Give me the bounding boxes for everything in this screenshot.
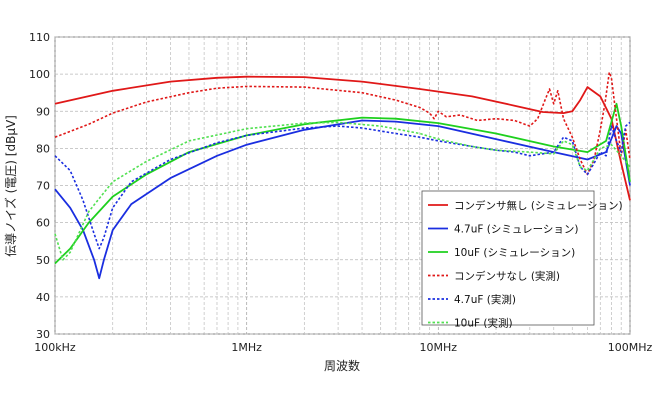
legend-label: 10uF (実測) <box>454 317 513 330</box>
series-line-1 <box>54 119 631 280</box>
legend-label: 4.7uF (実測) <box>454 293 516 306</box>
y-tick-label: 80 <box>36 142 50 155</box>
y-axis-label: 伝導ノイズ (電圧) [dBµV] <box>3 115 18 257</box>
series-line-4 <box>54 121 631 250</box>
series-line-5 <box>54 121 631 261</box>
y-tick-label: 90 <box>36 105 50 118</box>
series-line-2 <box>54 102 631 265</box>
x-axis-label: 周波数 <box>324 358 360 373</box>
legend-label: コンデンサ無し (シミュレーション) <box>454 199 623 212</box>
legend-label: 4.7uF (シミュレーション) <box>454 224 579 236</box>
series-lines <box>54 71 631 280</box>
series-line-3 <box>54 71 631 176</box>
y-tick-label: 70 <box>36 180 50 193</box>
y-tick-label: 60 <box>36 217 50 230</box>
y-tick-label: 40 <box>36 291 50 304</box>
x-tick-label: 100MHz <box>608 341 653 354</box>
x-tick-label: 100kHz <box>34 341 76 354</box>
legend-label: コンデンサなし (実測) <box>454 270 560 283</box>
y-tick-label: 30 <box>36 328 50 341</box>
legend: コンデンサ無し (シミュレーション) 4.7uF (シミュレーション) 10uF (… <box>421 190 623 330</box>
legend-box <box>421 190 595 326</box>
legend-label: 10uF (シミュレーション) <box>454 247 575 259</box>
series-line-0 <box>54 75 631 201</box>
x-tick-label: 1MHz <box>231 341 262 354</box>
y-tick-label: 100 <box>29 68 50 81</box>
y-tick-label: 110 <box>29 31 50 44</box>
x-tick-label: 10MHz <box>420 341 458 354</box>
tick-labels: 30 40 50 60 70 80 90 100 110 100kHz 1MHz 10MHz 100MH… <box>29 31 652 354</box>
y-tick-label: 50 <box>36 254 50 267</box>
